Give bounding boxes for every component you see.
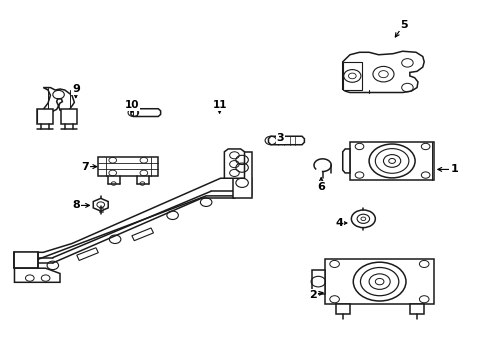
Text: 3: 3	[276, 133, 284, 143]
Polygon shape	[61, 109, 77, 123]
Polygon shape	[311, 270, 325, 294]
Polygon shape	[342, 62, 361, 90]
Polygon shape	[342, 51, 424, 93]
Polygon shape	[43, 87, 74, 111]
Text: 8: 8	[72, 201, 80, 210]
Text: 11: 11	[212, 100, 226, 110]
Circle shape	[352, 262, 405, 301]
Text: 4: 4	[335, 218, 343, 228]
Polygon shape	[131, 109, 160, 117]
Polygon shape	[15, 252, 39, 268]
Text: 1: 1	[449, 165, 457, 174]
Polygon shape	[98, 157, 158, 176]
Polygon shape	[15, 178, 251, 268]
Text: 10: 10	[124, 100, 139, 110]
Polygon shape	[15, 268, 60, 282]
Polygon shape	[232, 152, 251, 198]
Text: 7: 7	[81, 162, 89, 172]
Text: 6: 6	[317, 182, 325, 192]
Circle shape	[368, 144, 414, 178]
Polygon shape	[349, 142, 433, 180]
Polygon shape	[77, 248, 98, 260]
Polygon shape	[132, 228, 153, 241]
Polygon shape	[38, 109, 53, 123]
Polygon shape	[268, 136, 304, 145]
Polygon shape	[224, 149, 244, 178]
Polygon shape	[93, 198, 108, 211]
Polygon shape	[325, 259, 433, 304]
Polygon shape	[335, 304, 349, 314]
Polygon shape	[409, 304, 424, 314]
Text: 2: 2	[308, 290, 316, 300]
Text: 9: 9	[72, 84, 80, 94]
Polygon shape	[342, 149, 349, 173]
Text: 5: 5	[399, 20, 407, 30]
